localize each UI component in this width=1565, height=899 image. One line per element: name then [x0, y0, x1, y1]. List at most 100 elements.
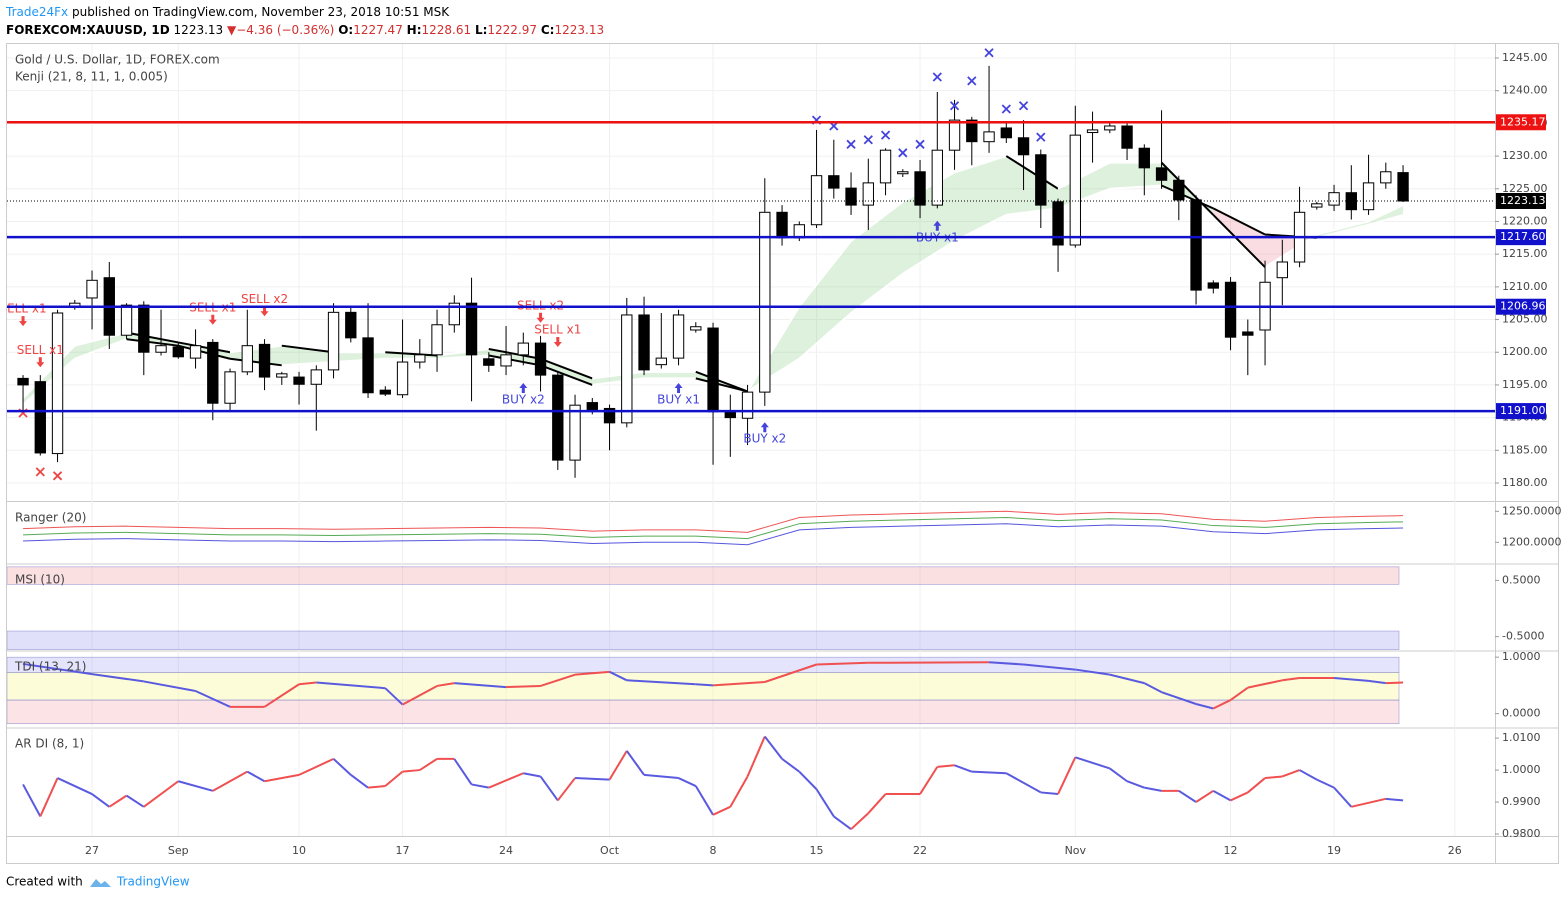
line-segment — [609, 670, 628, 682]
open-value: 1227.47 — [353, 23, 403, 37]
candle-body — [776, 211, 788, 239]
high-value: 1228.61 — [422, 23, 472, 37]
line-segment — [540, 357, 593, 380]
pane — [23, 510, 1404, 546]
signal-arrow — [760, 422, 769, 433]
candle-body — [1017, 137, 1030, 156]
footer-brand[interactable]: TradingView — [116, 875, 190, 889]
level-label-box — [1496, 114, 1546, 131]
line-segment — [126, 338, 179, 347]
line-segment — [798, 240, 852, 308]
line — [23, 523, 1404, 546]
high-label: H: — [407, 23, 422, 37]
line-segment — [625, 750, 645, 776]
x-tick-label: 19 — [1327, 844, 1341, 857]
x-tick-label: 22 — [913, 844, 927, 857]
line-segment — [695, 370, 748, 393]
line-segment — [402, 685, 438, 706]
line-segment — [316, 681, 386, 690]
line-segment — [798, 770, 818, 790]
y-tick-label: 1205.00 — [1502, 313, 1548, 326]
line-segment — [954, 764, 973, 773]
line-segment — [1264, 775, 1283, 780]
candle-body — [707, 327, 719, 413]
line-segment — [850, 201, 904, 242]
last-price-label: 1223.13 — [1500, 194, 1546, 207]
line-segment — [1143, 682, 1163, 694]
candle-body — [983, 131, 995, 143]
line-segment — [1282, 677, 1300, 682]
candle-body — [1086, 129, 1099, 134]
candle-body — [483, 358, 495, 366]
line-segment — [281, 361, 334, 367]
line-segment — [1005, 772, 1042, 794]
cross-marker — [1036, 132, 1046, 142]
line-segment — [1385, 797, 1404, 802]
line-segment — [1109, 767, 1128, 783]
line-segment — [298, 681, 317, 686]
publisher[interactable]: Trade24Fx — [5, 5, 68, 19]
line-segment — [729, 775, 749, 808]
symbol-line: FOREXCOM:XAUUSD, 1D 1223.13 ▼−4.36 (−0.3… — [6, 23, 604, 37]
candle-body — [1173, 179, 1185, 201]
y-tick-label: 1195.00 — [1502, 378, 1548, 391]
change: −4.36 (−0.36%) — [236, 23, 334, 37]
y-tick-label: 1.0100 — [1502, 731, 1541, 744]
cross-marker — [949, 101, 960, 111]
pane — [7, 566, 1400, 650]
line-segment — [523, 772, 541, 778]
footer-created: Created with — [6, 875, 83, 889]
candle-body — [655, 357, 667, 366]
line-segment — [471, 783, 489, 789]
level-label: 1217.60 — [1500, 230, 1546, 243]
candle-body — [293, 376, 305, 385]
y-tick-label: 1200.00 — [1502, 345, 1548, 358]
y-tick-label: 1220.00 — [1502, 214, 1548, 227]
pane-title: MSI (10) — [15, 573, 65, 587]
symbol: FOREXCOM:XAUUSD, 1D — [6, 23, 170, 37]
published: published on TradingView.com, November 2… — [72, 5, 450, 19]
candle-body — [465, 302, 478, 356]
line-segment — [143, 780, 179, 808]
line-segment — [867, 793, 887, 814]
line-segment — [781, 758, 800, 773]
candle-body — [948, 119, 961, 151]
line-segment — [971, 770, 1007, 775]
line-segment — [229, 344, 282, 354]
candle-body — [172, 346, 184, 358]
candle-body — [828, 175, 840, 189]
candle-body — [1242, 331, 1254, 336]
tradingview-logo[interactable] — [90, 879, 111, 887]
candle-body — [500, 354, 512, 367]
cloud-fill — [644, 371, 696, 379]
candle-body — [448, 302, 460, 326]
signal-arrow — [674, 382, 683, 393]
line-segment — [1109, 184, 1162, 190]
x-tick-label: Sep — [168, 844, 189, 857]
candle-body — [1276, 261, 1288, 279]
line-segment — [1264, 233, 1318, 269]
candle-body — [86, 279, 98, 299]
line-segment — [712, 805, 731, 816]
candle-body — [845, 187, 857, 206]
signal-label: BUY x2 — [743, 432, 786, 446]
signal-label: SELL x1 — [17, 343, 64, 357]
candle-body — [276, 373, 288, 378]
line-segment — [902, 171, 956, 203]
cross-marker — [1001, 104, 1011, 114]
line-segment — [1212, 789, 1232, 802]
y-tick-label: -0.5000 — [1502, 630, 1544, 643]
cloud-fill — [74, 332, 127, 359]
signal-arrow — [260, 306, 269, 317]
line-segment — [746, 305, 801, 392]
candle-body — [224, 371, 236, 404]
line-segment — [488, 354, 541, 367]
line-segment — [1368, 204, 1404, 223]
level-label: 1235.17 — [1500, 115, 1546, 128]
line-segment — [39, 777, 59, 817]
line-segment — [91, 673, 144, 683]
candle-body — [1035, 154, 1047, 206]
candle-body — [603, 407, 616, 424]
y-tick-label: 0.0000 — [1502, 707, 1541, 720]
